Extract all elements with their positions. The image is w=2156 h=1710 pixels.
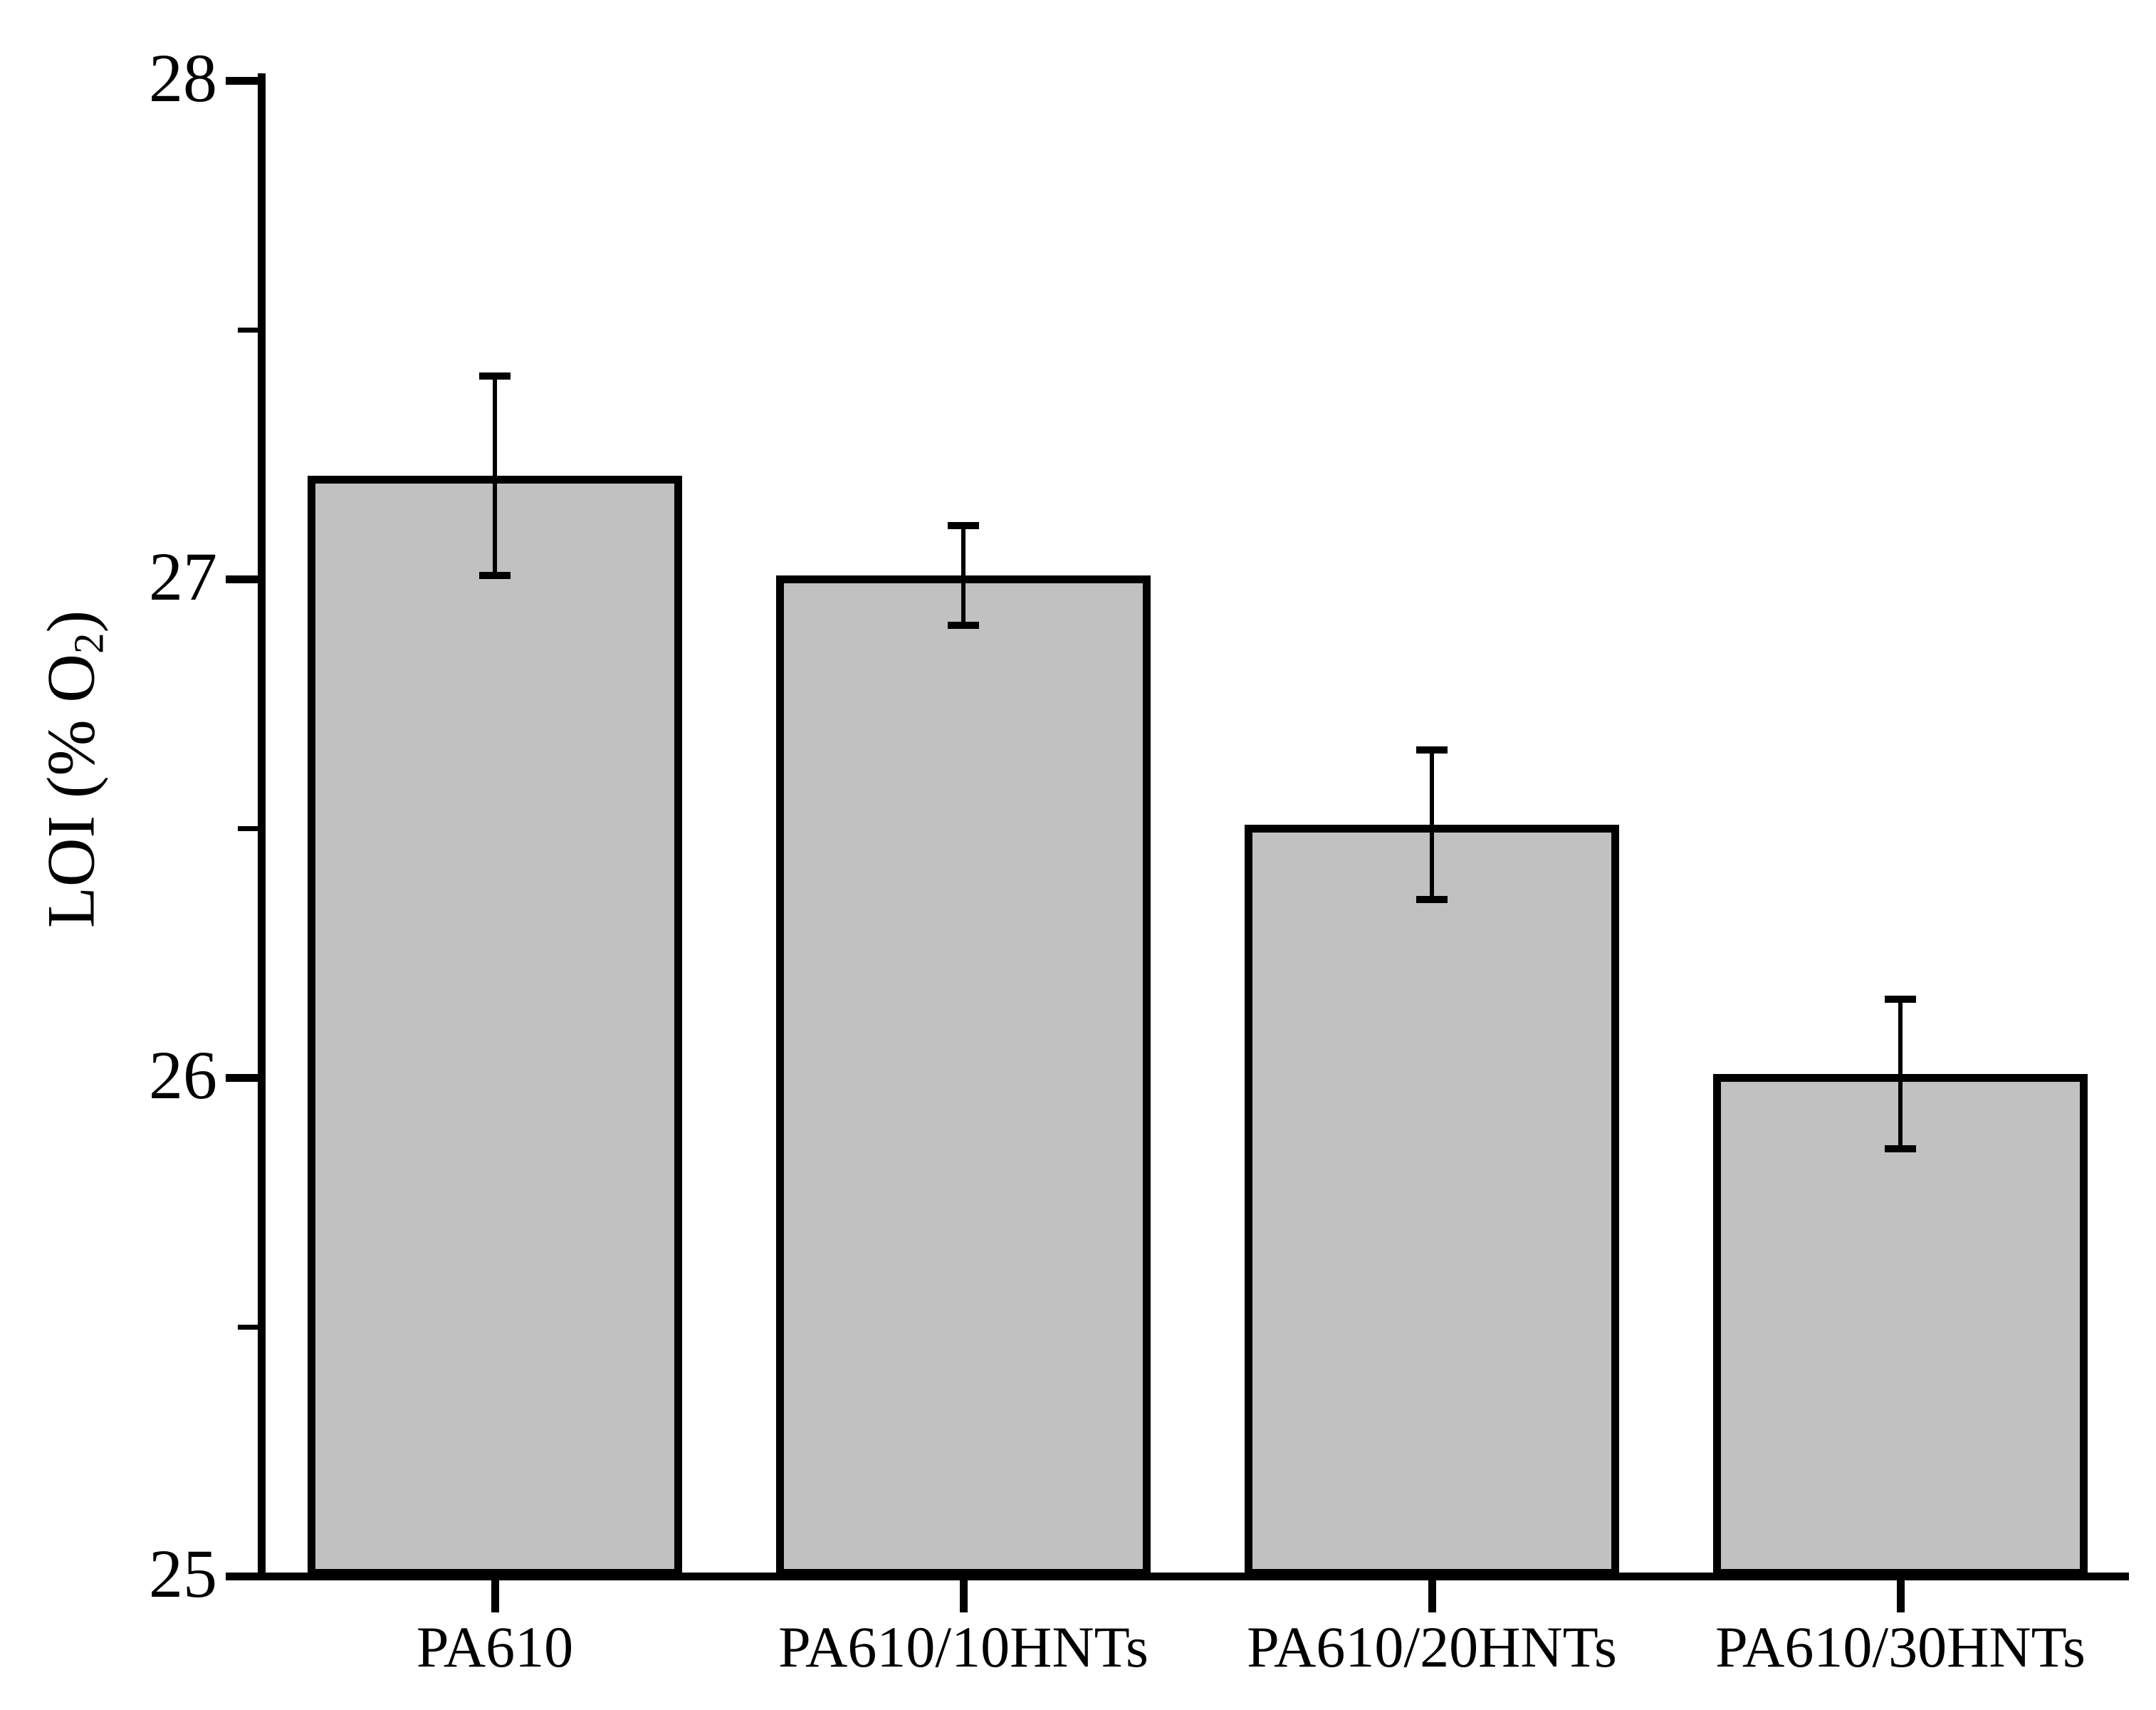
y-minor-tick (238, 826, 258, 831)
y-axis-title-end: ) (33, 610, 109, 633)
y-tick-label-26: 26 (149, 1036, 217, 1113)
y-axis-title: LOI (% O2) (33, 610, 112, 928)
y-major-tick-27 (226, 575, 258, 583)
y-axis-title-subscript: 2 (66, 632, 112, 654)
y-axis-title-main: LOI (% O (33, 653, 109, 929)
x-tick-PA610 (491, 1580, 499, 1612)
bar-PA610 (308, 476, 682, 1577)
error-bar-line-PA610/30HNTs (1898, 999, 1903, 1149)
error-bar-cap-top-PA610/20HNTs (1416, 746, 1448, 754)
y-tick-label-25: 25 (149, 1535, 217, 1612)
bar-PA610/30HNTs (1713, 1074, 2088, 1577)
bar-PA610/20HNTs (1245, 825, 1619, 1577)
y-minor-tick (238, 328, 258, 333)
error-bar-line-PA610/20HNTs (1430, 750, 1434, 900)
x-tick-PA610/10HNTs (960, 1580, 968, 1612)
y-minor-tick (238, 1325, 258, 1330)
error-bar-cap-top-PA610/10HNTs (948, 522, 979, 529)
y-major-tick-26 (226, 1074, 258, 1082)
y-tick-label-27: 27 (149, 538, 217, 615)
error-bar-cap-bottom-PA610 (479, 572, 511, 579)
x-tick-PA610/20HNTs (1428, 1580, 1436, 1612)
y-tick-label-28: 28 (149, 39, 217, 116)
error-bar-cap-bottom-PA610/30HNTs (1885, 1145, 1916, 1152)
y-major-tick-25 (226, 1573, 258, 1580)
error-bar-line-PA610 (493, 376, 497, 575)
y-major-tick-28 (226, 77, 258, 85)
error-bar-cap-top-PA610/30HNTs (1885, 996, 1916, 1003)
x-tick-PA610/30HNTs (1897, 1580, 1905, 1612)
y-axis-line (258, 73, 266, 1580)
error-bar-line-PA610/10HNTs (961, 526, 966, 625)
x-tick-label-PA610/30HNTs: PA610/30HNTs (1715, 1615, 2086, 1679)
x-tick-label-PA610/20HNTs: PA610/20HNTs (1247, 1615, 1617, 1679)
x-axis-line (258, 1573, 2129, 1580)
x-tick-label-PA610/10HNTs: PA610/10HNTs (778, 1615, 1148, 1679)
error-bar-cap-top-PA610 (479, 372, 511, 380)
x-tick-label-PA610: PA610 (416, 1615, 574, 1679)
error-bar-cap-bottom-PA610/10HNTs (948, 622, 979, 629)
error-bar-cap-bottom-PA610/20HNTs (1416, 896, 1448, 903)
bar-PA610/10HNTs (776, 575, 1151, 1577)
